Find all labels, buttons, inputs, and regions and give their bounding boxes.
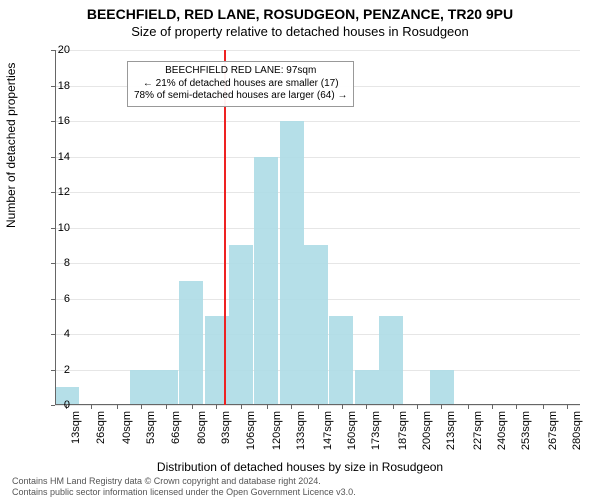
annotation-line: 78% of semi-detached houses are larger (…: [134, 90, 347, 103]
plot-area: BEECHFIELD RED LANE: 97sqm← 21% of detac…: [55, 50, 580, 405]
footer-line-2: Contains public sector information licen…: [12, 487, 356, 498]
x-tick-label: 200sqm: [421, 411, 433, 455]
annotation-line: BEECHFIELD RED LANE: 97sqm: [134, 65, 347, 78]
histogram-bar: [229, 245, 253, 405]
x-tick-label: 80sqm: [196, 411, 208, 455]
x-tick-mark: [543, 405, 544, 409]
x-tick-label: 267sqm: [547, 411, 559, 455]
histogram-bar: [379, 316, 403, 405]
x-tick-label: 26sqm: [95, 411, 107, 455]
grid-line: [55, 228, 580, 229]
y-axis-label: Number of detached properties: [4, 63, 18, 228]
grid-line: [55, 50, 580, 51]
histogram-bar: [154, 370, 178, 406]
histogram-bar: [355, 370, 379, 406]
x-tick-label: 253sqm: [520, 411, 532, 455]
footer-line-1: Contains HM Land Registry data © Crown c…: [12, 476, 356, 487]
x-tick-label: 133sqm: [295, 411, 307, 455]
grid-line: [55, 192, 580, 193]
grid-line: [55, 121, 580, 122]
annotation-line: ← 21% of detached houses are smaller (17…: [134, 78, 347, 91]
histogram-bar: [430, 370, 454, 406]
x-tick-label: 13sqm: [70, 411, 82, 455]
chart-container: BEECHFIELD, RED LANE, ROSUDGEON, PENZANC…: [0, 0, 600, 500]
x-tick-mark: [291, 405, 292, 409]
x-tick-label: 173sqm: [370, 411, 382, 455]
x-tick-label: 40sqm: [121, 411, 133, 455]
histogram-bar: [280, 121, 304, 405]
x-tick-mark: [393, 405, 394, 409]
x-tick-mark: [267, 405, 268, 409]
y-tick-label: 12: [46, 186, 70, 198]
x-tick-label: 147sqm: [322, 411, 334, 455]
x-tick-mark: [417, 405, 418, 409]
x-tick-label: 66sqm: [170, 411, 182, 455]
chart-subtitle: Size of property relative to detached ho…: [0, 22, 600, 39]
x-tick-mark: [216, 405, 217, 409]
x-tick-label: 227sqm: [472, 411, 484, 455]
x-tick-label: 93sqm: [220, 411, 232, 455]
x-tick-label: 120sqm: [271, 411, 283, 455]
x-tick-mark: [516, 405, 517, 409]
x-tick-label: 160sqm: [346, 411, 358, 455]
x-tick-label: 53sqm: [145, 411, 157, 455]
y-tick-label: 14: [46, 151, 70, 163]
grid-line: [55, 157, 580, 158]
y-tick-label: 16: [46, 115, 70, 127]
x-tick-mark: [468, 405, 469, 409]
x-tick-mark: [117, 405, 118, 409]
y-tick-label: 18: [46, 80, 70, 92]
y-tick-label: 2: [46, 364, 70, 376]
histogram-bar: [329, 316, 353, 405]
x-tick-label: 213sqm: [445, 411, 457, 455]
x-tick-mark: [91, 405, 92, 409]
x-tick-mark: [166, 405, 167, 409]
histogram-bar: [304, 245, 328, 405]
x-tick-mark: [441, 405, 442, 409]
x-tick-label: 106sqm: [245, 411, 257, 455]
x-tick-mark: [241, 405, 242, 409]
y-tick-label: 8: [46, 257, 70, 269]
x-tick-mark: [366, 405, 367, 409]
x-tick-mark: [342, 405, 343, 409]
x-axis-label: Distribution of detached houses by size …: [0, 460, 600, 474]
x-tick-mark: [192, 405, 193, 409]
histogram-bar: [179, 281, 203, 405]
x-tick-mark: [141, 405, 142, 409]
y-tick-label: 10: [46, 222, 70, 234]
y-tick-label: 6: [46, 293, 70, 305]
histogram-bar: [254, 157, 278, 406]
x-tick-label: 187sqm: [397, 411, 409, 455]
y-tick-label: 4: [46, 328, 70, 340]
x-tick-mark: [318, 405, 319, 409]
x-tick-mark: [567, 405, 568, 409]
chart-title: BEECHFIELD, RED LANE, ROSUDGEON, PENZANC…: [0, 0, 600, 22]
histogram-bar: [130, 370, 154, 406]
x-tick-label: 280sqm: [571, 411, 583, 455]
chart-footer: Contains HM Land Registry data © Crown c…: [12, 476, 356, 498]
x-tick-mark: [492, 405, 493, 409]
x-tick-label: 240sqm: [496, 411, 508, 455]
annotation-box: BEECHFIELD RED LANE: 97sqm← 21% of detac…: [127, 61, 354, 107]
y-tick-label: 0: [46, 399, 70, 411]
y-tick-label: 20: [46, 44, 70, 56]
